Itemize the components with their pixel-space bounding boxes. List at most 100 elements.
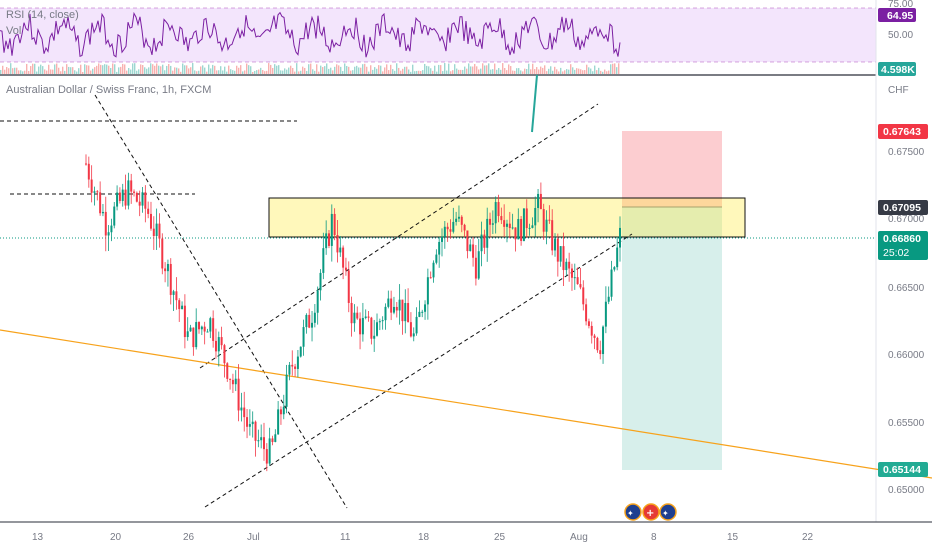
volume-bar xyxy=(354,66,356,74)
candle-up xyxy=(206,331,209,333)
volume-bar xyxy=(96,65,98,74)
volume-bar xyxy=(266,70,268,74)
rsi-volume-bars xyxy=(0,63,620,74)
volume-bar xyxy=(520,70,522,74)
volume-bar xyxy=(584,70,586,74)
volume-bar xyxy=(610,64,612,74)
volume-bar xyxy=(528,63,530,74)
candle-down xyxy=(90,179,93,193)
rsi-panel: RSI (14, close) Vol 75.00 50.00 64.95 4.… xyxy=(0,0,916,76)
volume-bar xyxy=(34,63,36,74)
volume-bar xyxy=(486,65,488,74)
volume-bar xyxy=(306,70,308,74)
channel-lower-line[interactable] xyxy=(204,233,633,508)
volume-bar xyxy=(336,64,338,74)
volume-bar xyxy=(142,65,144,74)
entry-badge xyxy=(878,200,928,215)
candle-down xyxy=(551,220,554,251)
candle-down xyxy=(169,263,172,295)
volume-bar xyxy=(508,64,510,74)
take-profit-zone[interactable] xyxy=(622,207,722,470)
volume-bar xyxy=(334,66,336,74)
au-flag-icon[interactable] xyxy=(659,503,677,521)
candle-up xyxy=(517,218,520,240)
volume-bar xyxy=(24,70,26,74)
candle-up xyxy=(604,301,607,327)
volume-bar xyxy=(56,63,58,74)
rsi-vol-label: Vol xyxy=(6,25,21,37)
time-tick: Aug xyxy=(570,532,588,543)
candle-up xyxy=(384,306,387,321)
candle-down xyxy=(497,202,500,217)
volume-bar xyxy=(230,69,232,74)
candle-up xyxy=(441,236,443,242)
volume-bar xyxy=(204,67,206,74)
volume-bar xyxy=(52,69,54,74)
volume-bar xyxy=(30,66,32,74)
volume-bar xyxy=(526,69,528,74)
au-flag-icon[interactable] xyxy=(624,503,642,521)
volume-bar xyxy=(278,65,280,74)
volume-bar xyxy=(100,64,102,74)
volume-bar xyxy=(548,68,550,74)
volume-bar xyxy=(476,66,478,74)
candle-down xyxy=(590,325,593,336)
candle-up xyxy=(387,298,390,307)
volume-bar xyxy=(256,70,258,74)
time-tick: 15 xyxy=(727,532,739,543)
volume-bar xyxy=(176,67,178,74)
volume-bar xyxy=(8,68,10,74)
time-tick: 26 xyxy=(183,532,195,543)
candle-up xyxy=(296,356,299,369)
volume-bar xyxy=(382,71,384,74)
volume-bar xyxy=(450,71,452,74)
volume-bar xyxy=(130,69,132,74)
volume-bar xyxy=(4,69,6,74)
volume-bar xyxy=(162,64,164,74)
candle-up xyxy=(353,312,356,324)
volume-bar xyxy=(16,67,18,74)
stop-loss-zone[interactable] xyxy=(622,131,722,207)
volume-bar xyxy=(20,70,22,74)
candle-up xyxy=(101,211,104,214)
candles[interactable] xyxy=(85,154,621,472)
candle-down xyxy=(466,230,469,252)
volume-bar xyxy=(310,63,312,74)
entry-price: 0.67095 xyxy=(883,202,921,214)
candle-down xyxy=(539,193,542,210)
event-icons[interactable]: ✦ + ✦ xyxy=(624,503,677,521)
candle-up xyxy=(421,311,424,313)
volume-bar xyxy=(232,70,234,74)
volume-bar xyxy=(236,65,238,74)
ch-flag-icon[interactable] xyxy=(642,503,660,521)
channel-upper-line[interactable] xyxy=(199,103,599,369)
volume-bar xyxy=(562,71,564,74)
volume-bar xyxy=(124,64,126,74)
candle-down xyxy=(158,223,161,239)
candle-down xyxy=(336,234,339,253)
volume-bar xyxy=(506,70,508,74)
candle-down xyxy=(489,218,492,225)
volume-bar xyxy=(408,69,410,74)
volume-bar xyxy=(248,65,250,74)
candle-up xyxy=(200,326,203,330)
candle-up xyxy=(330,213,333,246)
volume-bar xyxy=(210,68,212,74)
volume-bar xyxy=(618,63,620,74)
volume-bar xyxy=(72,67,74,74)
candle-down xyxy=(229,378,232,380)
take-profit-badge xyxy=(878,462,928,477)
volume-bar xyxy=(458,69,460,74)
rsi-tick-50: 50.00 xyxy=(888,30,913,41)
current-price-badge xyxy=(878,231,928,260)
long-term-support-line[interactable] xyxy=(0,329,932,479)
candle-up xyxy=(110,225,113,233)
volume-bar xyxy=(352,70,354,74)
volume-bar xyxy=(582,70,584,74)
volume-bar xyxy=(344,63,346,74)
current-price: 0.66860 xyxy=(883,233,921,245)
candle-up xyxy=(127,180,130,206)
candle-up xyxy=(528,227,531,229)
descending-trendline[interactable] xyxy=(94,94,348,509)
